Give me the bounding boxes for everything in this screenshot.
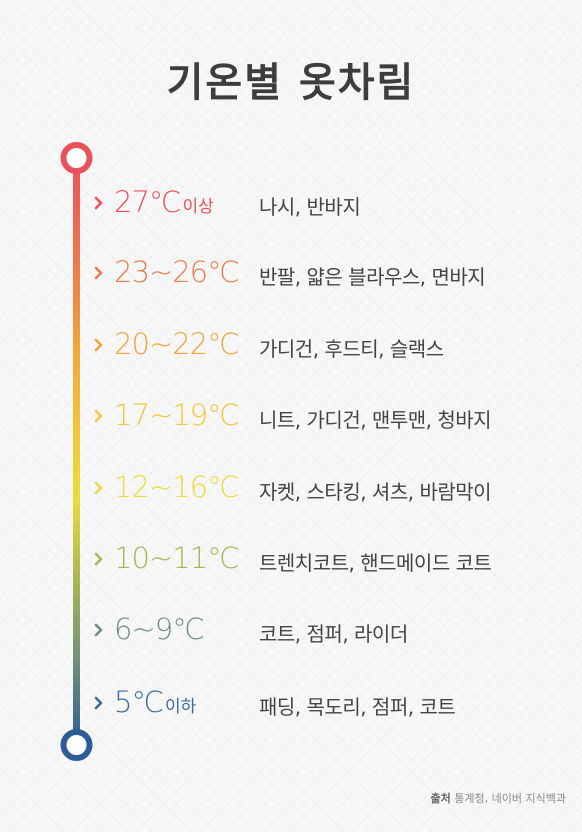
temperature-row: 20~22℃ 가디건, 후드티, 슬랙스 — [94, 325, 564, 365]
temperature-suffix: 이상 — [182, 197, 214, 217]
clothing-recommendation: 패딩, 목도리, 점퍼, 코트 — [259, 695, 456, 719]
clothing-recommendation: 니트, 가디건, 맨투맨, 청바지 — [259, 408, 492, 432]
temperature-range: 10~11℃ — [114, 541, 240, 575]
temperature-value: 23~26℃ — [114, 255, 240, 289]
clothing-recommendation: 나시, 반바지 — [259, 195, 361, 219]
chevron-right-icon — [94, 623, 103, 637]
temperature-row: 27℃ 이상 나시, 반바지 — [94, 183, 564, 223]
temperature-range: 5℃ 이하 — [114, 685, 196, 719]
chevron-right-icon — [94, 196, 103, 210]
thermometer-bar — [73, 158, 80, 745]
temperature-row: 6~9℃ 코트, 점퍼, 라이더 — [94, 610, 564, 650]
source-text: 통계청, 네이버 지식백과 — [454, 792, 566, 805]
temperature-range: 6~9℃ — [114, 612, 205, 646]
thermometer-top-cap — [60, 142, 93, 174]
temperature-range: 27℃ 이상 — [114, 185, 214, 219]
source-note: 출처 통계청, 네이버 지식백과 — [431, 790, 566, 806]
temperature-value: 20~22℃ — [114, 327, 240, 361]
clothing-recommendation: 반팔, 얇은 블라우스, 면바지 — [259, 265, 486, 289]
chevron-right-icon — [94, 409, 103, 423]
temperature-value: 12~16℃ — [114, 470, 240, 504]
chevron-right-icon — [94, 552, 103, 566]
temperature-range: 17~19℃ — [114, 398, 240, 432]
temperature-range: 20~22℃ — [114, 327, 240, 361]
chevron-right-icon — [94, 696, 103, 710]
thermometer-bottom-cap — [60, 729, 93, 761]
clothing-recommendation: 코트, 점퍼, 라이더 — [259, 622, 408, 646]
temperature-range: 23~26℃ — [114, 255, 240, 289]
page-title: 기온별 옷차림 — [166, 60, 416, 106]
chevron-right-icon — [94, 338, 103, 352]
chevron-right-icon — [94, 481, 103, 495]
temperature-range: 12~16℃ — [114, 470, 240, 504]
clothing-recommendation: 트렌치코트, 핸드메이드 코트 — [259, 551, 492, 575]
temperature-row: 10~11℃ 트렌치코트, 핸드메이드 코트 — [94, 539, 564, 579]
temperature-row: 23~26℃ 반팔, 얇은 블라우스, 면바지 — [94, 253, 564, 293]
temperature-row: 17~19℃ 니트, 가디건, 맨투맨, 청바지 — [94, 396, 564, 436]
clothing-recommendation: 자켓, 스타킹, 셔츠, 바람막이 — [259, 480, 492, 504]
source-label: 출처 — [430, 792, 451, 805]
temperature-suffix: 이하 — [165, 697, 197, 717]
clothing-recommendation: 가디건, 후드티, 슬랙스 — [259, 337, 444, 361]
temperature-value: 6~9℃ — [114, 612, 205, 646]
temperature-value: 5℃ — [114, 685, 164, 719]
temperature-row: 12~16℃ 자켓, 스타킹, 셔츠, 바람막이 — [94, 468, 564, 508]
temperature-row: 5℃ 이하 패딩, 목도리, 점퍼, 코트 — [94, 683, 564, 723]
temperature-value: 17~19℃ — [114, 398, 240, 432]
temperature-value: 10~11℃ — [114, 541, 240, 575]
temperature-value: 27℃ — [114, 185, 181, 219]
chevron-right-icon — [94, 266, 103, 280]
